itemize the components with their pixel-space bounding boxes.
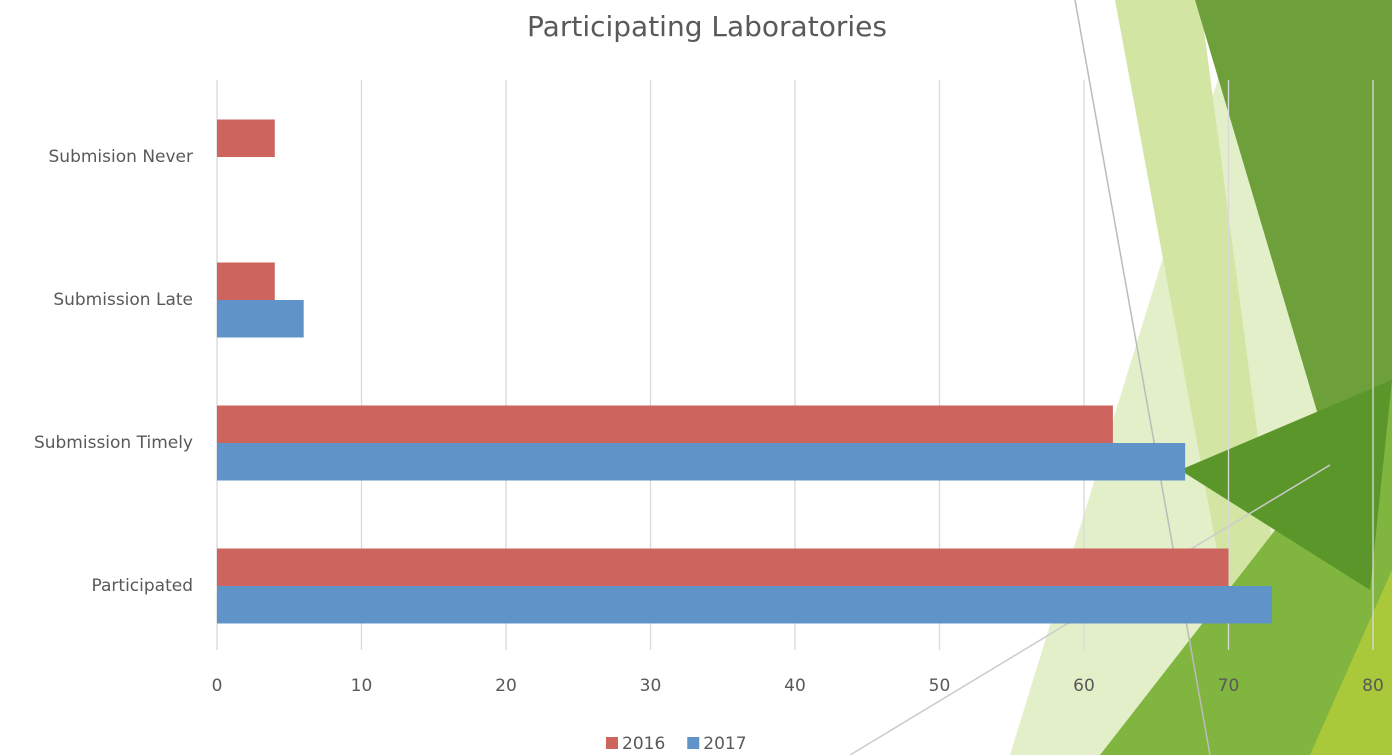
y-tick-label: Submission Timely: [34, 433, 193, 453]
x-tick-label: 30: [640, 676, 662, 696]
x-tick-label: 20: [495, 676, 517, 696]
bar: [217, 262, 275, 300]
bar: [217, 405, 1113, 443]
x-tick-label: 10: [351, 676, 373, 696]
bar: [217, 300, 304, 338]
y-tick-label: Participated: [92, 576, 193, 596]
chart-title: Participating Laboratories: [527, 10, 887, 43]
x-tick-label: 0: [212, 676, 223, 696]
decor-shape: [1310, 570, 1392, 755]
y-tick-label: Submission Late: [53, 290, 193, 310]
x-tick-label: 50: [929, 676, 951, 696]
bar: [217, 548, 1229, 586]
legend-label: 2017: [703, 734, 746, 754]
decor-shape: [1180, 380, 1392, 590]
bar: [217, 119, 275, 157]
x-tick-label: 80: [1362, 676, 1384, 696]
decor-line: [1074, 0, 1211, 755]
bar: [217, 586, 1272, 624]
background-decoration: [849, 0, 1392, 755]
x-tick-label: 60: [1073, 676, 1095, 696]
plot: 0 10 20 30 40 50 60 70 80 Submision Never Submissi…: [34, 80, 1384, 754]
bar: [217, 443, 1186, 481]
legend-swatch: [606, 737, 618, 749]
legend-label: 2016: [622, 734, 665, 754]
x-tick-label: 70: [1218, 676, 1240, 696]
x-tick-label: 40: [784, 676, 806, 696]
legend-swatch: [687, 737, 700, 749]
y-tick-label: Submision Never: [49, 147, 193, 167]
